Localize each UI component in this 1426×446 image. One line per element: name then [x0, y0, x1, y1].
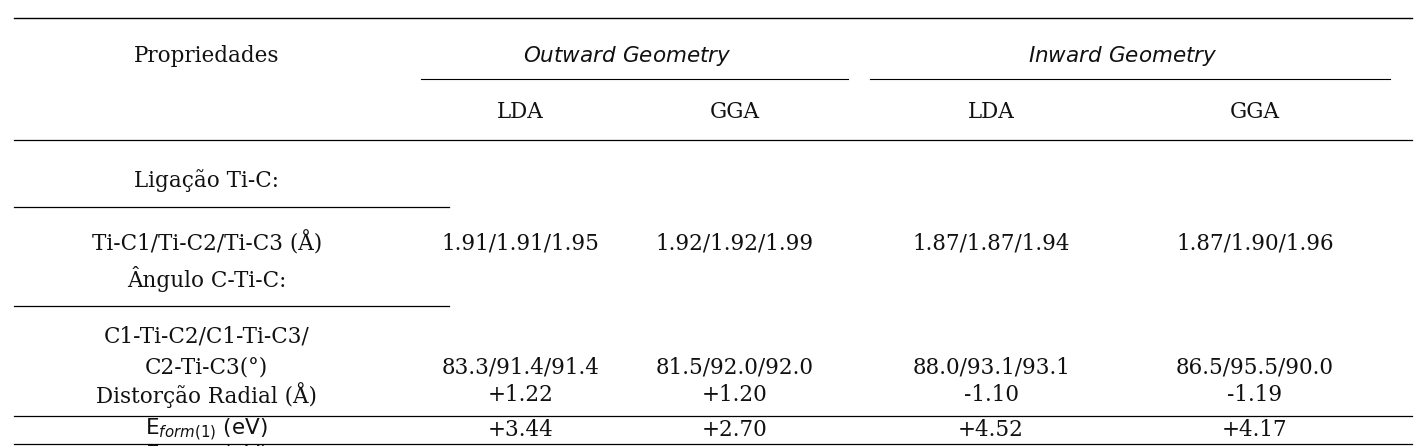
- Text: C1-Ti-C2/C1-Ti-C3/: C1-Ti-C2/C1-Ti-C3/: [104, 326, 309, 348]
- Text: +2.70: +2.70: [702, 419, 767, 441]
- Text: 88.0/93.1/93.1: 88.0/93.1/93.1: [913, 357, 1070, 379]
- Text: -1.19: -1.19: [1228, 384, 1282, 406]
- Text: $\mathit{Inward\ Geometry}$: $\mathit{Inward\ Geometry}$: [1028, 44, 1218, 68]
- Text: +4.17: +4.17: [1222, 419, 1288, 441]
- Text: 1.91/1.91/1.95: 1.91/1.91/1.95: [442, 232, 599, 254]
- Text: 1.87/1.87/1.94: 1.87/1.87/1.94: [913, 232, 1070, 254]
- Text: -1.10: -1.10: [964, 384, 1018, 406]
- Text: $\mathrm{E}_{form(2)}$ (eV): $\mathrm{E}_{form(2)}$ (eV): [145, 444, 268, 446]
- Text: +1.22: +1.22: [488, 384, 553, 406]
- Text: Ti-C1/Ti-C2/Ti-C3 (Å): Ti-C1/Ti-C2/Ti-C3 (Å): [91, 231, 322, 255]
- Text: Ligação Ti-C:: Ligação Ti-C:: [134, 169, 279, 192]
- Text: LDA: LDA: [498, 100, 543, 123]
- Text: Propriedades: Propriedades: [134, 45, 279, 67]
- Text: GGA: GGA: [709, 100, 760, 123]
- Text: +4.52: +4.52: [958, 419, 1024, 441]
- Text: 86.5/95.5/90.0: 86.5/95.5/90.0: [1176, 357, 1333, 379]
- Text: 1.87/1.90/1.96: 1.87/1.90/1.96: [1176, 232, 1333, 254]
- Text: $\mathrm{E}_{form(1)}$ (eV): $\mathrm{E}_{form(1)}$ (eV): [145, 417, 268, 443]
- Text: +3.44: +3.44: [488, 419, 553, 441]
- Text: GGA: GGA: [1229, 100, 1281, 123]
- Text: Distorção Radial (Å): Distorção Radial (Å): [97, 382, 317, 408]
- Text: $\mathit{Outward\ Geometry}$: $\mathit{Outward\ Geometry}$: [523, 44, 732, 68]
- Text: Ângulo C-Ti-C:: Ângulo C-Ti-C:: [127, 266, 287, 292]
- Text: C2-Ti-C3(°): C2-Ti-C3(°): [145, 357, 268, 379]
- Text: 81.5/92.0/92.0: 81.5/92.0/92.0: [656, 357, 813, 379]
- Text: 1.92/1.92/1.99: 1.92/1.92/1.99: [656, 232, 813, 254]
- Text: LDA: LDA: [968, 100, 1014, 123]
- Text: +1.20: +1.20: [702, 384, 767, 406]
- Text: 83.3/91.4/91.4: 83.3/91.4/91.4: [442, 357, 599, 379]
